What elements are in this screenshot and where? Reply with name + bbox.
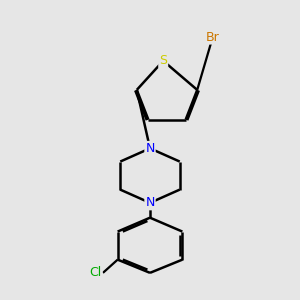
Text: Br: Br	[206, 31, 220, 44]
Text: S: S	[159, 54, 167, 67]
Text: N: N	[145, 196, 155, 209]
Text: Cl: Cl	[89, 266, 102, 279]
Text: N: N	[145, 142, 155, 155]
